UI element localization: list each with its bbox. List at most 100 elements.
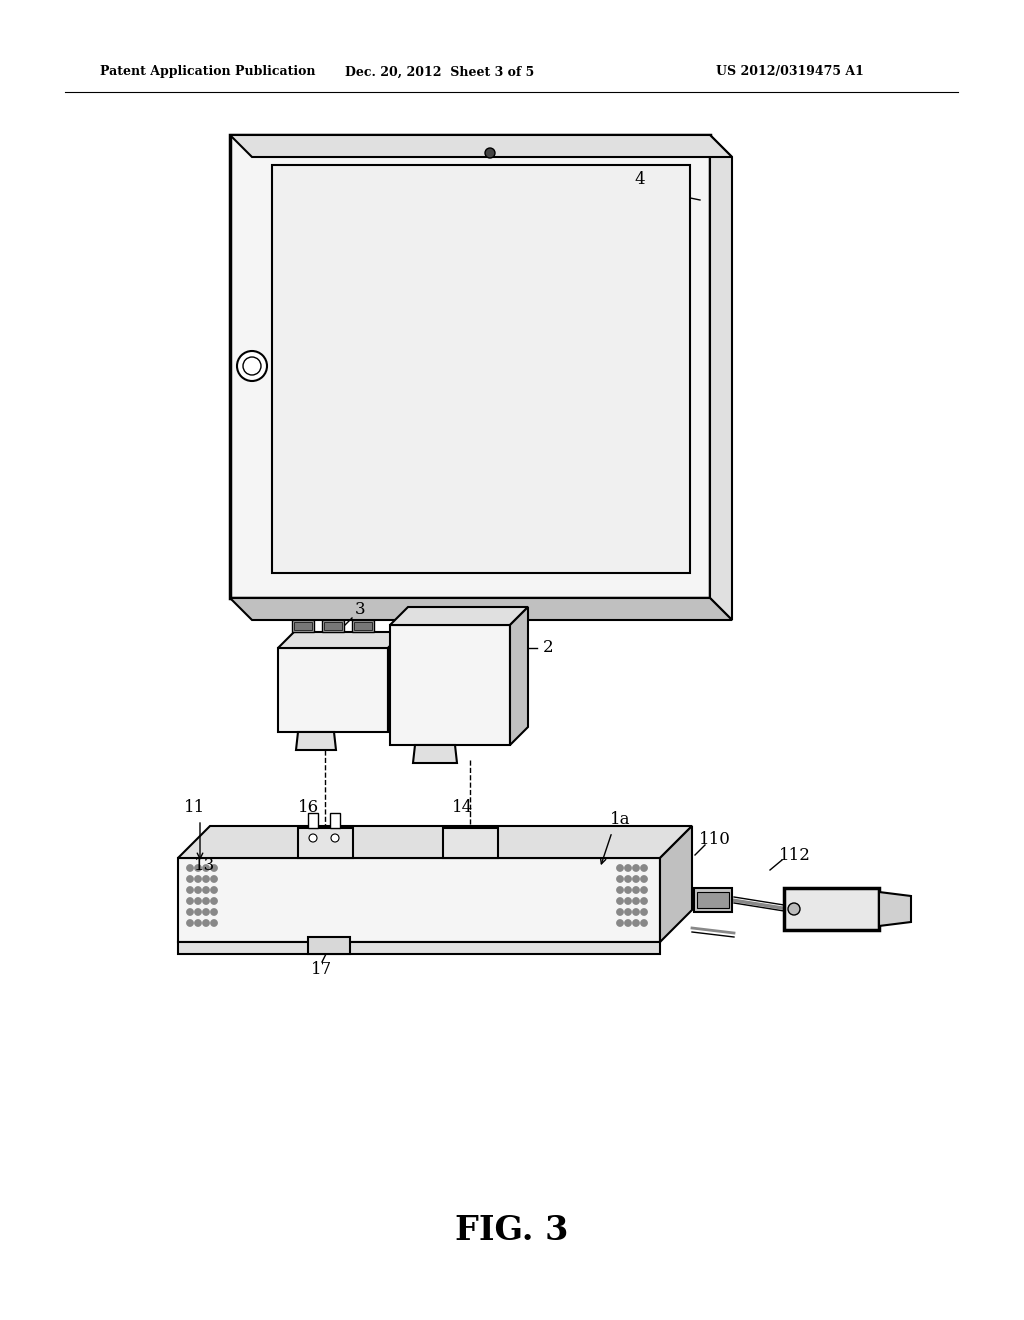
- Polygon shape: [388, 632, 404, 733]
- Text: 1a: 1a: [609, 812, 630, 829]
- Circle shape: [195, 875, 202, 883]
- Polygon shape: [352, 620, 374, 632]
- Polygon shape: [308, 937, 350, 954]
- Text: Patent Application Publication: Patent Application Publication: [100, 66, 315, 78]
- Circle shape: [640, 898, 647, 904]
- Circle shape: [625, 875, 632, 883]
- Polygon shape: [278, 648, 388, 733]
- Text: FIG. 3: FIG. 3: [456, 1213, 568, 1246]
- Polygon shape: [294, 622, 312, 630]
- Text: 4: 4: [635, 172, 645, 189]
- Polygon shape: [272, 165, 690, 573]
- Polygon shape: [230, 135, 710, 598]
- Circle shape: [616, 898, 624, 904]
- Text: 13: 13: [195, 857, 216, 874]
- Polygon shape: [178, 826, 692, 858]
- Circle shape: [211, 908, 217, 916]
- Polygon shape: [390, 607, 528, 624]
- Text: 16: 16: [297, 800, 318, 817]
- Polygon shape: [322, 620, 344, 632]
- Circle shape: [788, 903, 800, 915]
- Text: 11: 11: [184, 800, 206, 817]
- Circle shape: [211, 920, 217, 927]
- Polygon shape: [178, 942, 660, 954]
- Polygon shape: [278, 632, 404, 648]
- Circle shape: [203, 875, 210, 883]
- Polygon shape: [443, 828, 498, 858]
- Circle shape: [640, 908, 647, 916]
- Circle shape: [195, 920, 202, 927]
- Circle shape: [186, 875, 194, 883]
- Polygon shape: [784, 888, 879, 931]
- Circle shape: [633, 887, 640, 894]
- Circle shape: [633, 920, 640, 927]
- Circle shape: [203, 920, 210, 927]
- Polygon shape: [413, 744, 457, 763]
- Circle shape: [640, 865, 647, 871]
- Circle shape: [309, 834, 317, 842]
- Bar: [330, 813, 340, 828]
- Polygon shape: [296, 733, 336, 750]
- Text: 14: 14: [453, 800, 474, 817]
- Text: 2: 2: [543, 639, 553, 656]
- Circle shape: [640, 875, 647, 883]
- Circle shape: [237, 351, 267, 381]
- Polygon shape: [230, 135, 732, 157]
- Polygon shape: [710, 135, 732, 620]
- Text: 17: 17: [311, 961, 333, 978]
- Circle shape: [211, 875, 217, 883]
- Circle shape: [633, 908, 640, 916]
- Circle shape: [195, 865, 202, 871]
- Polygon shape: [354, 622, 372, 630]
- Circle shape: [633, 865, 640, 871]
- Polygon shape: [390, 624, 510, 744]
- Circle shape: [186, 908, 194, 916]
- Circle shape: [625, 920, 632, 927]
- Polygon shape: [324, 622, 342, 630]
- Circle shape: [640, 920, 647, 927]
- Polygon shape: [298, 828, 353, 858]
- Polygon shape: [879, 892, 911, 927]
- Polygon shape: [178, 858, 660, 942]
- Circle shape: [625, 887, 632, 894]
- Text: Dec. 20, 2012  Sheet 3 of 5: Dec. 20, 2012 Sheet 3 of 5: [345, 66, 535, 78]
- Circle shape: [243, 356, 261, 375]
- Circle shape: [203, 908, 210, 916]
- Polygon shape: [694, 888, 732, 912]
- Circle shape: [616, 875, 624, 883]
- Circle shape: [616, 908, 624, 916]
- Circle shape: [203, 865, 210, 871]
- Circle shape: [616, 865, 624, 871]
- Text: 3: 3: [354, 602, 366, 619]
- Circle shape: [625, 908, 632, 916]
- Circle shape: [203, 898, 210, 904]
- Circle shape: [485, 148, 495, 158]
- Text: 110: 110: [699, 832, 731, 849]
- Text: 112: 112: [779, 846, 811, 863]
- Circle shape: [640, 887, 647, 894]
- Circle shape: [625, 865, 632, 871]
- Text: US 2012/0319475 A1: US 2012/0319475 A1: [716, 66, 864, 78]
- Circle shape: [203, 887, 210, 894]
- Circle shape: [211, 887, 217, 894]
- Circle shape: [186, 920, 194, 927]
- Circle shape: [331, 834, 339, 842]
- Circle shape: [211, 898, 217, 904]
- Circle shape: [186, 887, 194, 894]
- Polygon shape: [292, 620, 314, 632]
- Polygon shape: [697, 892, 729, 908]
- Bar: [308, 813, 318, 828]
- Circle shape: [195, 898, 202, 904]
- Circle shape: [633, 875, 640, 883]
- Polygon shape: [230, 598, 732, 620]
- Circle shape: [195, 908, 202, 916]
- Circle shape: [633, 898, 640, 904]
- Polygon shape: [510, 607, 528, 744]
- Circle shape: [186, 865, 194, 871]
- Circle shape: [616, 920, 624, 927]
- Circle shape: [625, 898, 632, 904]
- Circle shape: [211, 865, 217, 871]
- Circle shape: [195, 887, 202, 894]
- Circle shape: [616, 887, 624, 894]
- Polygon shape: [660, 826, 692, 942]
